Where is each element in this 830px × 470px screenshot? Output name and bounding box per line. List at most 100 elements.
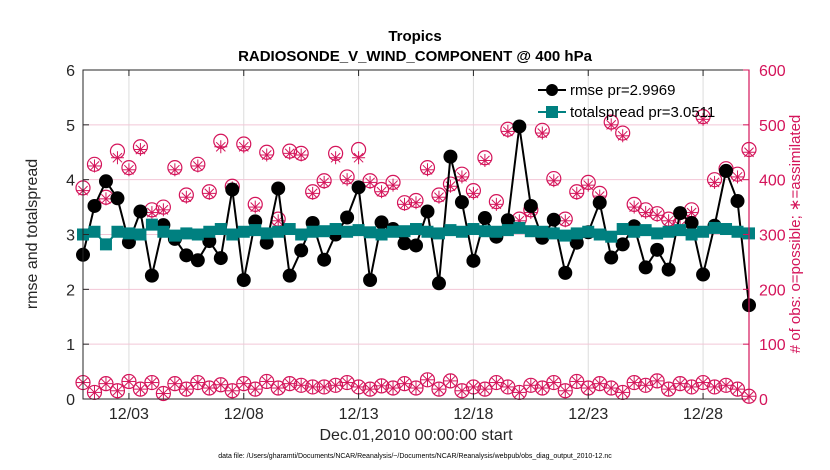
totalspread-point <box>685 228 698 241</box>
totalspread-point <box>364 226 377 239</box>
obs-low-possible-point <box>155 385 171 402</box>
obs-asterisk-stroke <box>250 202 261 213</box>
rmse-point <box>294 243 309 258</box>
obs-asterisk-stroke <box>158 388 169 399</box>
obs-assimilated-point <box>375 185 389 199</box>
obs-low-assimilated-point <box>432 382 446 396</box>
totalspread-point <box>157 225 170 238</box>
obs-asterisk-stroke <box>583 383 594 393</box>
obs-asterisk-stroke <box>686 381 697 392</box>
obs-low-assimilated-point <box>191 376 205 390</box>
obs-low-assimilated-point <box>271 381 285 395</box>
obs-asterisk-stroke <box>663 215 674 226</box>
obs-asterisk-stroke <box>411 383 421 393</box>
obs-low-possible-point <box>729 381 746 397</box>
totalspread-point <box>513 221 526 234</box>
totalspread-point <box>295 228 308 241</box>
obs-low-assimilated-point <box>616 385 630 399</box>
obs-asterisk-stroke <box>434 384 444 395</box>
obs-asterisk-stroke <box>571 376 582 387</box>
obs-asterisk-stroke <box>594 378 605 389</box>
legend-totalspread-marker <box>546 106 558 118</box>
rmse-point <box>340 210 355 225</box>
obs-low-assimilated-point <box>398 377 412 391</box>
obs-asterisk-stroke <box>732 384 743 395</box>
obs-asterisk-stroke <box>468 188 479 199</box>
obs-low-assimilated-point <box>639 378 653 392</box>
obs-assimilated-point <box>662 214 676 228</box>
rmse-point <box>317 252 332 267</box>
obs-asterisk-stroke <box>721 380 731 391</box>
totalspread-point <box>88 225 101 238</box>
obs-asterisk-stroke <box>250 384 261 395</box>
obs-asterisk-stroke <box>640 207 651 218</box>
obs-asterisk-stroke <box>204 383 215 393</box>
rmse-point <box>271 181 286 196</box>
obs-assimilated-point <box>581 178 595 192</box>
obs-low-assimilated-point <box>409 381 423 395</box>
totalspread-point <box>226 228 239 241</box>
x-tick-label: 12/08 <box>224 406 264 423</box>
obs-assimilated-point <box>696 112 710 126</box>
totalspread-point <box>536 225 549 238</box>
obs-low-possible-point <box>419 372 436 388</box>
obs-asterisk-stroke <box>215 379 226 390</box>
obs-low-possible-point <box>706 379 723 395</box>
obs-asterisk-stroke <box>652 210 663 221</box>
rmse-point <box>477 211 492 226</box>
totalspread-point <box>387 225 400 238</box>
rmse-point <box>374 215 389 230</box>
obs-asterisk-stroke <box>181 192 192 203</box>
obs-low-possible-point <box>259 373 275 390</box>
obs-assimilated-point <box>708 175 722 189</box>
totalspread-point <box>432 227 445 240</box>
obs-low-possible-point <box>121 373 137 390</box>
obs-asterisk-stroke <box>284 378 295 389</box>
obs-asterisk-stroke <box>709 177 720 188</box>
y-tick-label: 5 <box>66 118 75 135</box>
obs-asterisk-stroke <box>330 152 341 163</box>
totalspread-point <box>478 225 491 238</box>
obs-assimilated-point <box>133 143 147 157</box>
obs-low-assimilated-point <box>650 374 664 388</box>
legend-rmse-marker <box>546 84 558 96</box>
obs-assimilated-point <box>260 148 274 162</box>
rmse-point <box>409 238 423 253</box>
totalspread-point <box>444 224 457 237</box>
y2-tick-label: 400 <box>759 173 786 190</box>
y2-tick-label: 600 <box>759 63 786 80</box>
rmse-point <box>650 242 665 257</box>
obs-low-possible-point <box>144 374 160 391</box>
obs-low-assimilated-point <box>512 385 526 399</box>
obs-low-assimilated-point <box>731 382 745 396</box>
legend: rmse pr=2.9969 totalspread pr=3.0511 <box>538 82 715 121</box>
obs-low-assimilated-point <box>99 377 113 391</box>
totalspread-point <box>674 224 687 237</box>
obs-assimilated-point <box>87 159 101 173</box>
totalspread-point <box>639 224 652 237</box>
obs-assimilated-point <box>627 200 641 214</box>
obs-asterisk-stroke <box>571 188 582 199</box>
rmse-point <box>638 260 653 275</box>
obs-assimilated-point <box>501 124 515 138</box>
obs-low-possible-point <box>672 376 688 392</box>
obs-assimilated-point <box>639 206 653 220</box>
obs-asterisk-stroke <box>319 177 330 188</box>
rmse-point <box>592 195 607 210</box>
obs-low-assimilated-point <box>145 376 159 390</box>
obs-assimilated-point <box>306 186 320 200</box>
obs-asterisk-stroke <box>686 207 697 218</box>
obs-assimilated-point <box>731 170 745 184</box>
obs-asterisk-stroke <box>548 377 559 388</box>
obs-low-assimilated-point <box>547 376 561 390</box>
rmse-point <box>719 163 734 178</box>
rmse-point <box>363 273 378 288</box>
totalspread-point <box>318 225 331 238</box>
obs-asterisk-stroke <box>663 384 674 395</box>
totalspread-point <box>651 227 664 240</box>
rmse-point <box>179 248 194 263</box>
obs-low-assimilated-point <box>443 374 457 388</box>
obs-assimilated-point <box>650 208 664 222</box>
obs-low-possible-point <box>293 377 309 393</box>
x-tick-label: 12/13 <box>339 406 379 423</box>
